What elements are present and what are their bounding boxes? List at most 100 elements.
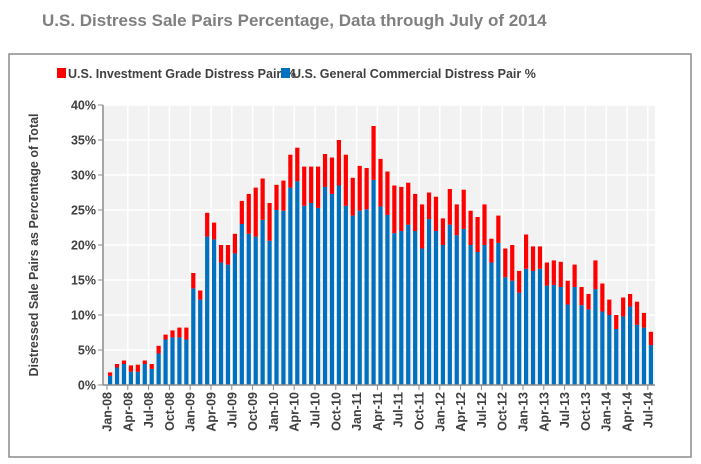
legend-label-general: U.S. General Commercial Distress Pair % [292, 67, 536, 81]
bar-general-Jan-10 [274, 210, 279, 385]
y-tick-label: 30% [71, 169, 96, 183]
bar-general-Jul-08 [149, 368, 154, 385]
bar-general-Dec-08 [184, 339, 189, 385]
bar-general-Jul-10 [316, 207, 321, 385]
bar-investment-Nov-13 [593, 260, 598, 290]
bar-general-Feb-12 [447, 224, 452, 385]
x-tick-label: Jan-14 [600, 392, 614, 432]
bar-general-Mar-08 [121, 364, 127, 385]
bar-general-Jun-08 [142, 364, 147, 385]
bar-investment-Aug-12 [489, 238, 494, 263]
bar-general-Dec-10 [350, 215, 355, 385]
legend-swatch-general [281, 68, 290, 78]
y-tick-label: 35% [71, 134, 96, 148]
bar-general-Jan-11 [357, 210, 362, 385]
x-tick-label: Apr-14 [621, 392, 635, 432]
bar-investment-Nov-10 [343, 154, 348, 206]
bar-general-Apr-09 [212, 239, 217, 385]
bar-investment-Dec-08 [184, 327, 189, 340]
x-tick-label: Jan-10 [267, 392, 281, 432]
bar-investment-Feb-14 [614, 315, 619, 329]
x-tick-label: Jan-12 [433, 392, 447, 432]
x-tick-label: Jul-09 [225, 392, 239, 428]
bar-general-Jun-10 [309, 203, 314, 385]
bar-investment-Mar-14 [621, 297, 626, 317]
bar-investment-Jul-12 [482, 204, 487, 245]
bar-general-Sep-10 [329, 193, 335, 385]
bar-investment-Apr-12 [461, 189, 466, 229]
bar-general-Mar-10 [288, 187, 293, 385]
bar-general-Mar-11 [371, 179, 376, 385]
x-tick-label: Jan-08 [101, 392, 115, 432]
bar-investment-May-10 [302, 166, 307, 206]
bar-investment-Sep-11 [413, 193, 418, 231]
legend-label-investment: U.S. Investment Grade Distress Pair % [68, 67, 296, 81]
bar-general-Jan-13 [524, 268, 529, 385]
bar-general-Mar-09 [205, 236, 210, 385]
bar-general-Oct-13 [586, 309, 591, 385]
bar-general-Dec-11 [433, 231, 439, 385]
bar-investment-Feb-09 [198, 290, 203, 300]
bar-investment-Jan-08 [108, 372, 113, 376]
bar-general-Jan-09 [191, 288, 196, 385]
bar-general-Jul-14 [648, 345, 653, 385]
bar-investment-Apr-09 [212, 222, 217, 240]
x-tick-label: Oct-09 [246, 392, 260, 431]
y-tick-label: 40% [71, 99, 96, 113]
bar-general-Aug-11 [406, 224, 411, 385]
bar-investment-Mar-11 [371, 126, 376, 180]
bar-general-May-08 [135, 371, 140, 385]
bar-investment-Apr-10 [295, 147, 300, 182]
bar-general-Sep-12 [496, 242, 501, 385]
x-tick-label: Jan-13 [517, 392, 531, 432]
bar-general-Jul-09 [232, 253, 237, 385]
bar-investment-Sep-13 [579, 287, 584, 306]
y-tick-label: 0% [78, 379, 96, 393]
bar-investment-Jul-13 [565, 280, 570, 305]
x-tick-label: Jul-13 [558, 392, 572, 428]
bar-general-Oct-09 [253, 236, 258, 385]
bar-investment-May-14 [634, 301, 640, 325]
bar-general-Feb-11 [364, 209, 369, 385]
bar-investment-Dec-13 [600, 283, 605, 312]
bar-general-May-13 [551, 284, 556, 385]
y-tick-label: 15% [71, 274, 96, 288]
bar-general-Aug-08 [156, 353, 161, 385]
x-tick-label: Oct-12 [496, 392, 510, 431]
bar-investment-Jan-09 [191, 273, 196, 289]
x-tick-label: Jan-11 [350, 392, 364, 431]
bar-investment-Apr-14 [628, 294, 633, 307]
bar-investment-May-09 [218, 245, 224, 263]
bar-investment-May-08 [135, 364, 140, 372]
bar-investment-Jul-09 [232, 233, 237, 254]
bar-investment-Oct-10 [336, 140, 341, 186]
bar-general-Sep-08 [163, 339, 168, 385]
x-tick-label: Apr-08 [121, 392, 135, 432]
bar-investment-Nov-11 [426, 192, 432, 220]
bar-investment-Feb-11 [364, 168, 369, 210]
bar-investment-Nov-09 [260, 178, 265, 220]
bar-investment-Sep-10 [329, 157, 335, 194]
bar-general-Nov-08 [177, 337, 182, 385]
bar-investment-Aug-13 [572, 264, 577, 287]
y-tick-label: 20% [71, 239, 96, 253]
bar-general-Dec-13 [600, 311, 605, 385]
bar-investment-Feb-12 [447, 189, 452, 225]
bar-investment-Oct-09 [253, 187, 258, 237]
bar-investment-Dec-12 [517, 270, 522, 293]
bar-general-Apr-13 [544, 285, 549, 385]
bar-general-Nov-09 [260, 219, 265, 385]
bar-general-Sep-09 [246, 233, 251, 385]
bar-general-May-12 [468, 245, 473, 385]
x-tick-label: Oct-08 [163, 392, 177, 431]
x-tick-label: Apr-13 [537, 392, 551, 432]
bar-investment-Dec-11 [433, 196, 439, 231]
x-tick-label: Apr-10 [288, 392, 302, 432]
bar-general-Apr-12 [461, 228, 466, 385]
bar-investment-Jun-09 [225, 245, 231, 265]
bar-general-May-10 [302, 205, 307, 385]
bar-investment-Jul-11 [399, 186, 404, 231]
bar-investment-Jan-10 [274, 184, 279, 210]
y-axis-title: Distressed Sale Pairs as Percentage of T… [27, 113, 41, 376]
